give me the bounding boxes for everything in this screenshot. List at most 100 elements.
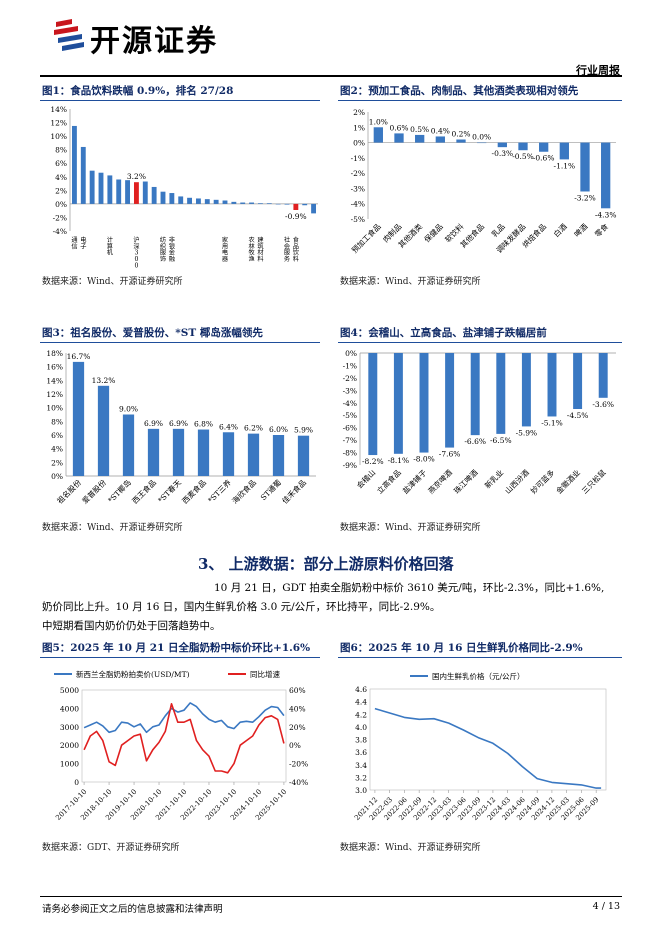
data-label: 16.7% [67, 352, 91, 361]
category-label: 建筑材料 [257, 236, 264, 263]
y-tick-label: 8% [55, 146, 67, 155]
y-tick-label: 10% [46, 404, 63, 413]
y-tick-label: 4000 [60, 704, 79, 713]
data-label: -5.9% [516, 428, 538, 437]
y-tick-label: -7% [343, 436, 357, 445]
data-label: 9.0% [119, 405, 138, 414]
category-label: 爱普股份 [80, 477, 109, 506]
figure-2-title-rule [338, 100, 622, 101]
bar [496, 353, 506, 434]
data-label: -3.6% [592, 400, 614, 409]
figure-1-title: 图1：食品饮料跌幅 0.9%，排名 27/28 [42, 85, 234, 97]
data-label: -0.5% [512, 152, 534, 161]
y-tick-label: -4% [343, 399, 357, 408]
figure-3-chart: 18% 16% 14% 12% 10% 8% 6% 4% 2% 0% 16.7% 祖名股份 13.2% 爱… [46, 349, 316, 506]
y-tick-label: 6% [51, 431, 63, 440]
category-label: 白酒 [551, 221, 569, 239]
company-logo-text: 开源证券 [90, 24, 218, 59]
data-label: 0.6% [389, 123, 408, 132]
y-tick-label: 1% [353, 123, 365, 132]
y-tick-label: 14% [46, 376, 63, 385]
series-line [374, 707, 602, 789]
data-label: -0.6% [533, 154, 555, 163]
header-rule [40, 75, 622, 77]
y2-tick-label: 0% [289, 741, 301, 750]
y-tick-label: 3.2 [355, 773, 367, 782]
category-label: 计算机 [107, 236, 114, 257]
data-label: -4.5% [567, 411, 589, 420]
y-tick-label: 4.6 [355, 685, 367, 694]
bar [72, 361, 85, 476]
bar [160, 191, 166, 204]
category-label: 社会服务 [284, 236, 290, 263]
y-tick-label: 0% [51, 472, 63, 481]
y-tick-label: 0% [353, 139, 365, 148]
bar [151, 186, 157, 204]
paragraph-line-3: 中短期看国内奶价仍处于回落趋势中。 [42, 620, 221, 632]
category-label: 新乳业 [482, 467, 505, 490]
bar [204, 199, 210, 204]
legend-label: 同比增速 [250, 669, 280, 679]
figure-3-source: 数据来源：Wind、开源证券研究所 [42, 523, 183, 533]
bar [222, 200, 228, 204]
y-tick-label: 8% [51, 417, 63, 426]
data-label: -1.1% [554, 161, 576, 170]
figure-1-title-rule [40, 100, 320, 101]
page-number: 4 / 13 [592, 901, 620, 912]
bar [197, 429, 210, 476]
y-tick-label: -4% [351, 200, 365, 209]
data-label: -6.6% [464, 437, 486, 446]
category-label: 食品饮料 [293, 236, 300, 263]
y2-tick-label: 40% [289, 704, 306, 713]
bar [419, 353, 429, 453]
bar [394, 133, 404, 143]
bar [80, 146, 86, 204]
bar [89, 170, 95, 204]
y-tick-label: 4% [51, 445, 63, 454]
category-label: *ST三养 [205, 477, 233, 505]
bar [518, 142, 528, 151]
bar [311, 203, 317, 214]
category-label: 零食 [592, 221, 610, 239]
data-label: 6.9% [169, 419, 188, 428]
y-tick-label: -5% [351, 215, 365, 224]
y-tick-label: -2% [53, 213, 67, 222]
figure-3-title-rule [40, 342, 320, 343]
category-label: 三只松鼠 [579, 467, 608, 496]
bar [195, 198, 201, 204]
bar [71, 125, 77, 204]
y-tick-label: -3% [351, 184, 365, 193]
paragraph-line-1: 10 月 21 日，GDT 拍卖全脂奶粉中标价 3610 美元/吨，环比-2.3… [214, 582, 605, 594]
category-label: 妙可蓝多 [528, 467, 557, 496]
y-tick-label: 14% [50, 105, 67, 114]
category-label: 西麦食品 [180, 477, 208, 505]
data-label: -0.3% [492, 149, 514, 158]
category-label: 山西汾酒 [503, 467, 532, 496]
plot-frame [81, 689, 287, 783]
bar [98, 172, 104, 204]
bar [284, 203, 290, 205]
y-tick-label: -4% [53, 227, 67, 236]
bar [559, 142, 569, 160]
bar [172, 428, 185, 476]
y-tick-label: 5000 [60, 686, 79, 695]
legend-label: 国内生鲜乳价格（元/公斤） [432, 671, 525, 681]
y-tick-label: 12% [46, 390, 63, 399]
bar [601, 142, 611, 209]
bar [247, 433, 260, 476]
category-label: 燕京啤酒 [426, 467, 455, 496]
data-label: -7.6% [439, 450, 461, 459]
data-label: 5.9% [294, 426, 313, 435]
data-label: -4.3% [595, 210, 617, 219]
data-label: 13.2% [92, 376, 116, 385]
bar [393, 353, 403, 454]
category-label: 非银金融 [169, 236, 176, 263]
y-tick-label: -5% [343, 411, 357, 420]
bar [107, 175, 113, 204]
bar [97, 385, 110, 476]
bar [297, 435, 310, 476]
bar [547, 353, 557, 417]
data-label: -8.2% [362, 457, 384, 466]
data-label: 6.8% [194, 420, 213, 429]
